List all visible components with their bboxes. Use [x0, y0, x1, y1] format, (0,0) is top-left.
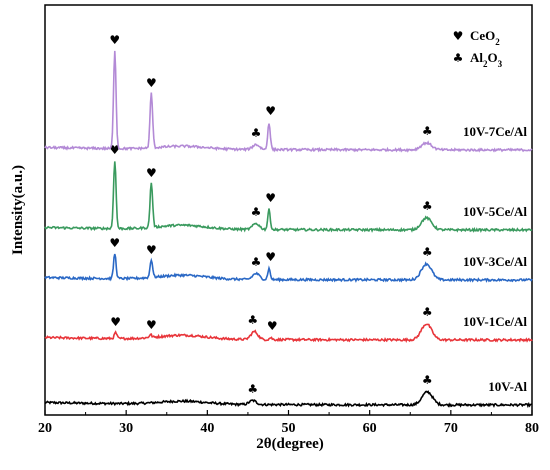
series-label: 10V-5Ce/Al	[463, 204, 527, 219]
legend-club-icon: ♣	[453, 51, 464, 65]
al2o3-peak-marker: ♣	[422, 199, 433, 213]
ceo2-peak-marker: ♥	[146, 243, 157, 257]
x-tick-label: 30	[119, 421, 133, 436]
al2o3-peak-marker: ♣	[422, 373, 433, 387]
plot-frame	[44, 4, 533, 416]
x-axis-title: 2θ(degree)	[256, 436, 324, 452]
ceo2-peak-marker: ♥	[267, 319, 278, 333]
legend-label: Al2O3	[470, 50, 503, 69]
series-line	[44, 323, 533, 343]
legend-heart-icon: ♥	[453, 29, 464, 43]
al2o3-peak-marker: ♣	[251, 205, 262, 219]
ceo2-peak-marker: ♥	[109, 143, 120, 157]
series-line	[44, 390, 533, 409]
ceo2-peak-marker: ♥	[265, 104, 276, 118]
ceo2-peak-marker: ♥	[146, 166, 157, 180]
series-line	[44, 50, 533, 153]
al2o3-peak-marker: ♣	[422, 245, 433, 259]
al2o3-peak-marker: ♣	[251, 126, 262, 140]
series-label: 10V-Al	[488, 379, 527, 394]
x-tick-label: 20	[38, 421, 52, 436]
x-tick-label: 70	[444, 421, 458, 436]
x-tick-label: 80	[525, 421, 539, 436]
al2o3-peak-marker: ♣	[251, 255, 262, 269]
x-tick-label: 60	[363, 421, 377, 436]
y-axis-title: Intensity(a.u.)	[10, 165, 26, 255]
ceo2-peak-marker: ♥	[109, 33, 120, 47]
x-tick-label: 50	[282, 421, 296, 436]
x-tick-label: 40	[200, 421, 214, 436]
ceo2-peak-marker: ♥	[146, 318, 157, 332]
al2o3-peak-marker: ♣	[247, 382, 258, 396]
ceo2-peak-marker: ♥	[265, 191, 276, 205]
series-label: 10V-7Ce/Al	[463, 124, 527, 139]
series-line	[44, 253, 533, 283]
ceo2-peak-marker: ♥	[110, 315, 121, 329]
ceo2-peak-marker: ♥	[146, 76, 157, 90]
al2o3-peak-marker: ♣	[422, 305, 433, 319]
al2o3-peak-marker: ♣	[247, 313, 258, 327]
series-label: 10V-3Ce/Al	[463, 254, 527, 269]
series-line	[44, 161, 533, 233]
legend-label: CeO2	[470, 28, 500, 47]
al2o3-peak-marker: ♣	[422, 124, 433, 138]
ceo2-peak-marker: ♥	[109, 236, 120, 250]
ceo2-peak-marker: ♥	[265, 250, 276, 264]
series-label: 10V-1Ce/Al	[463, 314, 527, 329]
